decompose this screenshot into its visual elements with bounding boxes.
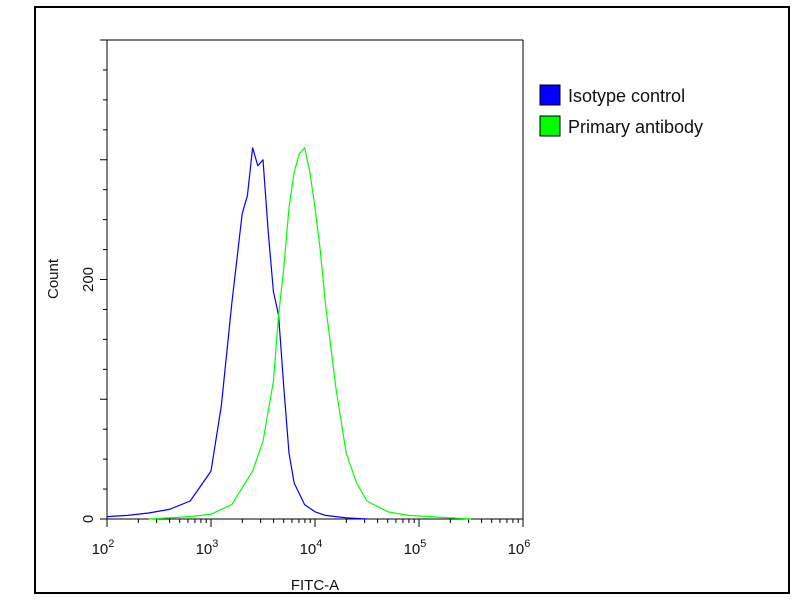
x-tick-label: 106 [508,538,531,558]
x-axis-label: FITC-A [291,577,339,594]
legend-swatch-isotype-control [539,84,561,106]
x-axis-ticks: 102 103 104 105 106 [92,519,531,558]
series-line-primary-antibody [148,147,472,520]
legend: Isotype control Primary antibody [539,84,703,137]
chart-frame [34,6,790,594]
x-tick-label: 103 [196,538,219,558]
y-axis-label: Count [45,258,62,299]
legend-swatch-primary-antibody [539,115,561,137]
x-tick-label: 105 [404,538,427,558]
series-line-isotype-control [106,147,368,520]
series-layer [106,147,472,520]
legend-label-isotype-control: Isotype control [568,86,685,106]
y-tick-label: 200 [80,267,97,292]
y-tick-label: 0 [80,515,97,523]
x-tick-label: 104 [300,538,323,558]
y-axis-ticks: 0 200 [80,39,107,523]
x-tick-label: 102 [92,538,115,558]
legend-label-primary-antibody: Primary antibody [568,117,703,137]
